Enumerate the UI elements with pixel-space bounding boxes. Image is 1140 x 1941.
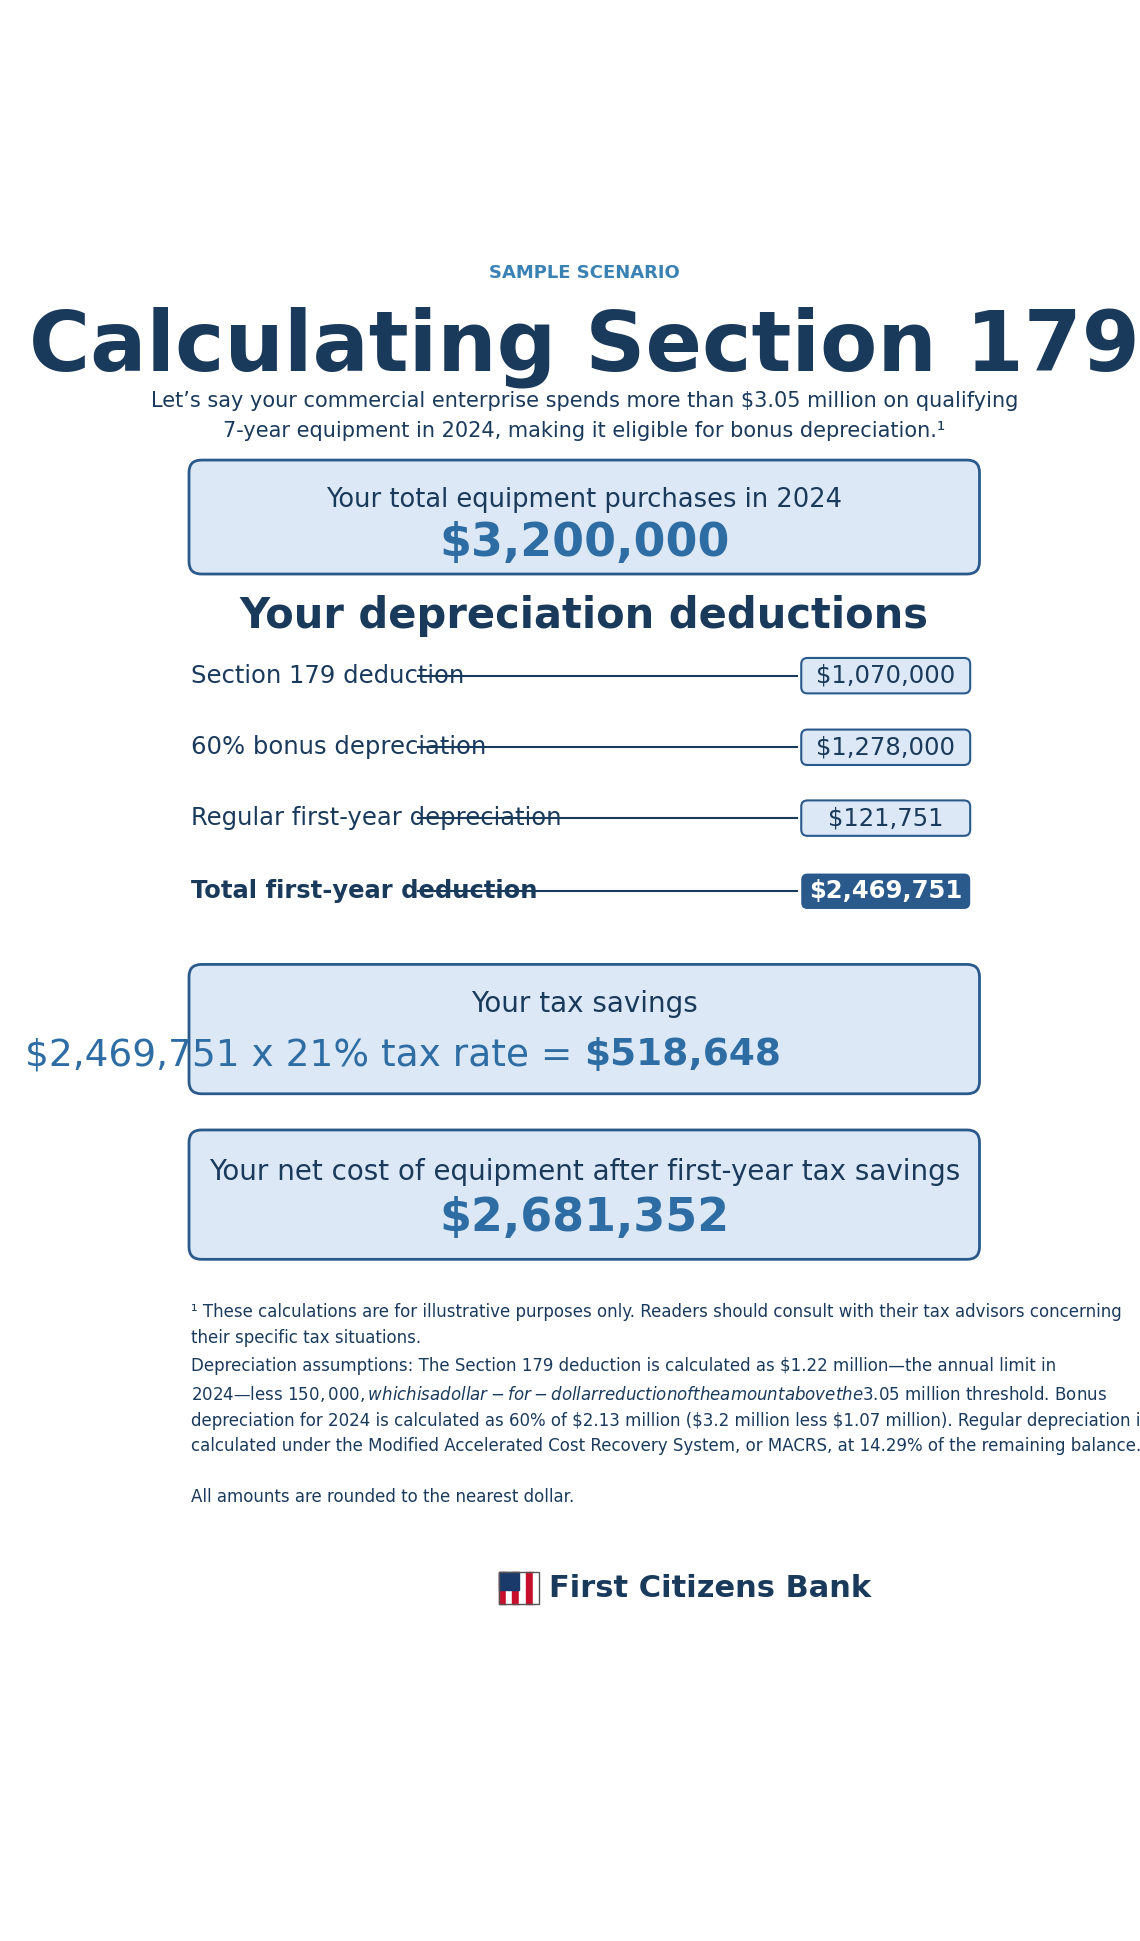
FancyBboxPatch shape bbox=[801, 800, 970, 837]
Bar bbox=[532, 1572, 539, 1605]
Text: ¹ These calculations are for illustrative purposes only. Readers should consult : ¹ These calculations are for illustrativ… bbox=[190, 1302, 1122, 1347]
FancyBboxPatch shape bbox=[189, 965, 979, 1095]
Text: $2,469,751: $2,469,751 bbox=[809, 879, 962, 903]
Text: Depreciation assumptions: The Section 179 deduction is calculated as $1.22 milli: Depreciation assumptions: The Section 17… bbox=[190, 1357, 1140, 1456]
Bar bbox=[499, 1572, 539, 1605]
Text: $1,278,000: $1,278,000 bbox=[816, 736, 955, 759]
Text: Your net cost of equipment after first-year tax savings: Your net cost of equipment after first-y… bbox=[209, 1159, 960, 1186]
Text: SAMPLE SCENARIO: SAMPLE SCENARIO bbox=[489, 264, 679, 281]
Bar bbox=[513, 1572, 519, 1605]
Bar bbox=[519, 1572, 526, 1605]
Text: $3,200,000: $3,200,000 bbox=[439, 520, 730, 565]
Text: Calculating Section 179: Calculating Section 179 bbox=[28, 307, 1140, 388]
Text: $1,070,000: $1,070,000 bbox=[816, 664, 955, 687]
FancyBboxPatch shape bbox=[189, 1130, 979, 1260]
Text: First Citizens Bank: First Citizens Bank bbox=[548, 1574, 871, 1603]
FancyBboxPatch shape bbox=[189, 460, 979, 575]
Bar bbox=[499, 1572, 519, 1590]
Text: $2,681,352: $2,681,352 bbox=[439, 1196, 730, 1240]
Text: Total first-year deduction: Total first-year deduction bbox=[190, 879, 537, 903]
Text: Your depreciation deductions: Your depreciation deductions bbox=[239, 596, 929, 637]
Text: $121,751: $121,751 bbox=[828, 806, 944, 831]
Bar bbox=[499, 1572, 506, 1605]
Text: $2,469,751 x 21% tax rate =: $2,469,751 x 21% tax rate = bbox=[25, 1036, 584, 1073]
Text: 60% bonus depreciation: 60% bonus depreciation bbox=[190, 736, 486, 759]
Text: Section 179 deduction: Section 179 deduction bbox=[190, 664, 464, 687]
Text: Your tax savings: Your tax savings bbox=[471, 990, 698, 1019]
Bar bbox=[526, 1572, 532, 1605]
Text: Regular first-year depreciation: Regular first-year depreciation bbox=[190, 806, 561, 831]
Text: All amounts are rounded to the nearest dollar.: All amounts are rounded to the nearest d… bbox=[190, 1489, 573, 1506]
Text: Your total equipment purchases in 2024: Your total equipment purchases in 2024 bbox=[326, 487, 842, 512]
FancyBboxPatch shape bbox=[801, 730, 970, 765]
Text: Let’s say your commercial enterprise spends more than $3.05 million on qualifyin: Let’s say your commercial enterprise spe… bbox=[150, 392, 1018, 441]
Bar bbox=[506, 1572, 513, 1605]
FancyBboxPatch shape bbox=[801, 658, 970, 693]
FancyBboxPatch shape bbox=[801, 873, 970, 908]
Text: $518,648: $518,648 bbox=[584, 1036, 781, 1073]
